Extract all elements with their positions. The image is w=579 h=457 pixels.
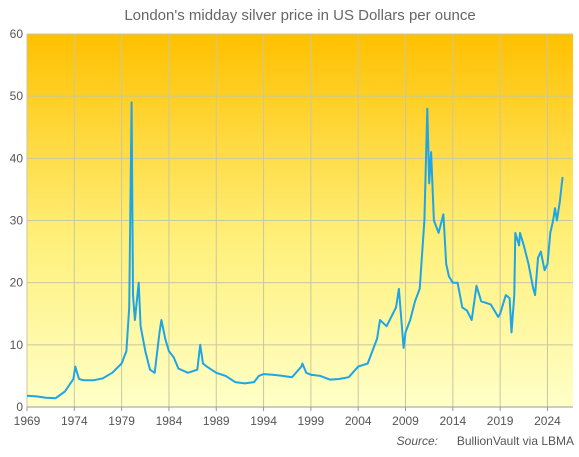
source-label: Source:: [397, 434, 438, 448]
source: BullionVault via LBMA: [457, 434, 574, 448]
x-tick-label: 1974: [61, 414, 88, 428]
x-tick-label: 1979: [108, 414, 135, 428]
price-line: [26, 101, 564, 400]
x-tick-label: 2014: [439, 414, 466, 428]
x-tick-label: 2019: [487, 414, 514, 428]
y-tick-label: 60: [10, 27, 24, 41]
y-tick-label: 0: [16, 400, 23, 414]
y-tick-label: 40: [10, 151, 24, 165]
y-tick-label: 50: [10, 89, 24, 103]
x-tick-label: 2024: [534, 414, 561, 428]
x-tick-label: 1969: [14, 414, 41, 428]
x-tick-label: 2009: [392, 414, 419, 428]
x-tick-label: 2004: [345, 414, 372, 428]
chart-title: London's midday silver price in US Dolla…: [124, 7, 475, 24]
x-tick-label: 1994: [250, 414, 277, 428]
y-tick-label: 10: [10, 338, 24, 352]
y-tick-label: 20: [10, 276, 24, 290]
x-tick-label: 1999: [298, 414, 325, 428]
y-tick-label: 30: [10, 214, 24, 228]
x-tick-label: 1989: [203, 414, 230, 428]
x-tick-label: 1984: [156, 414, 183, 428]
